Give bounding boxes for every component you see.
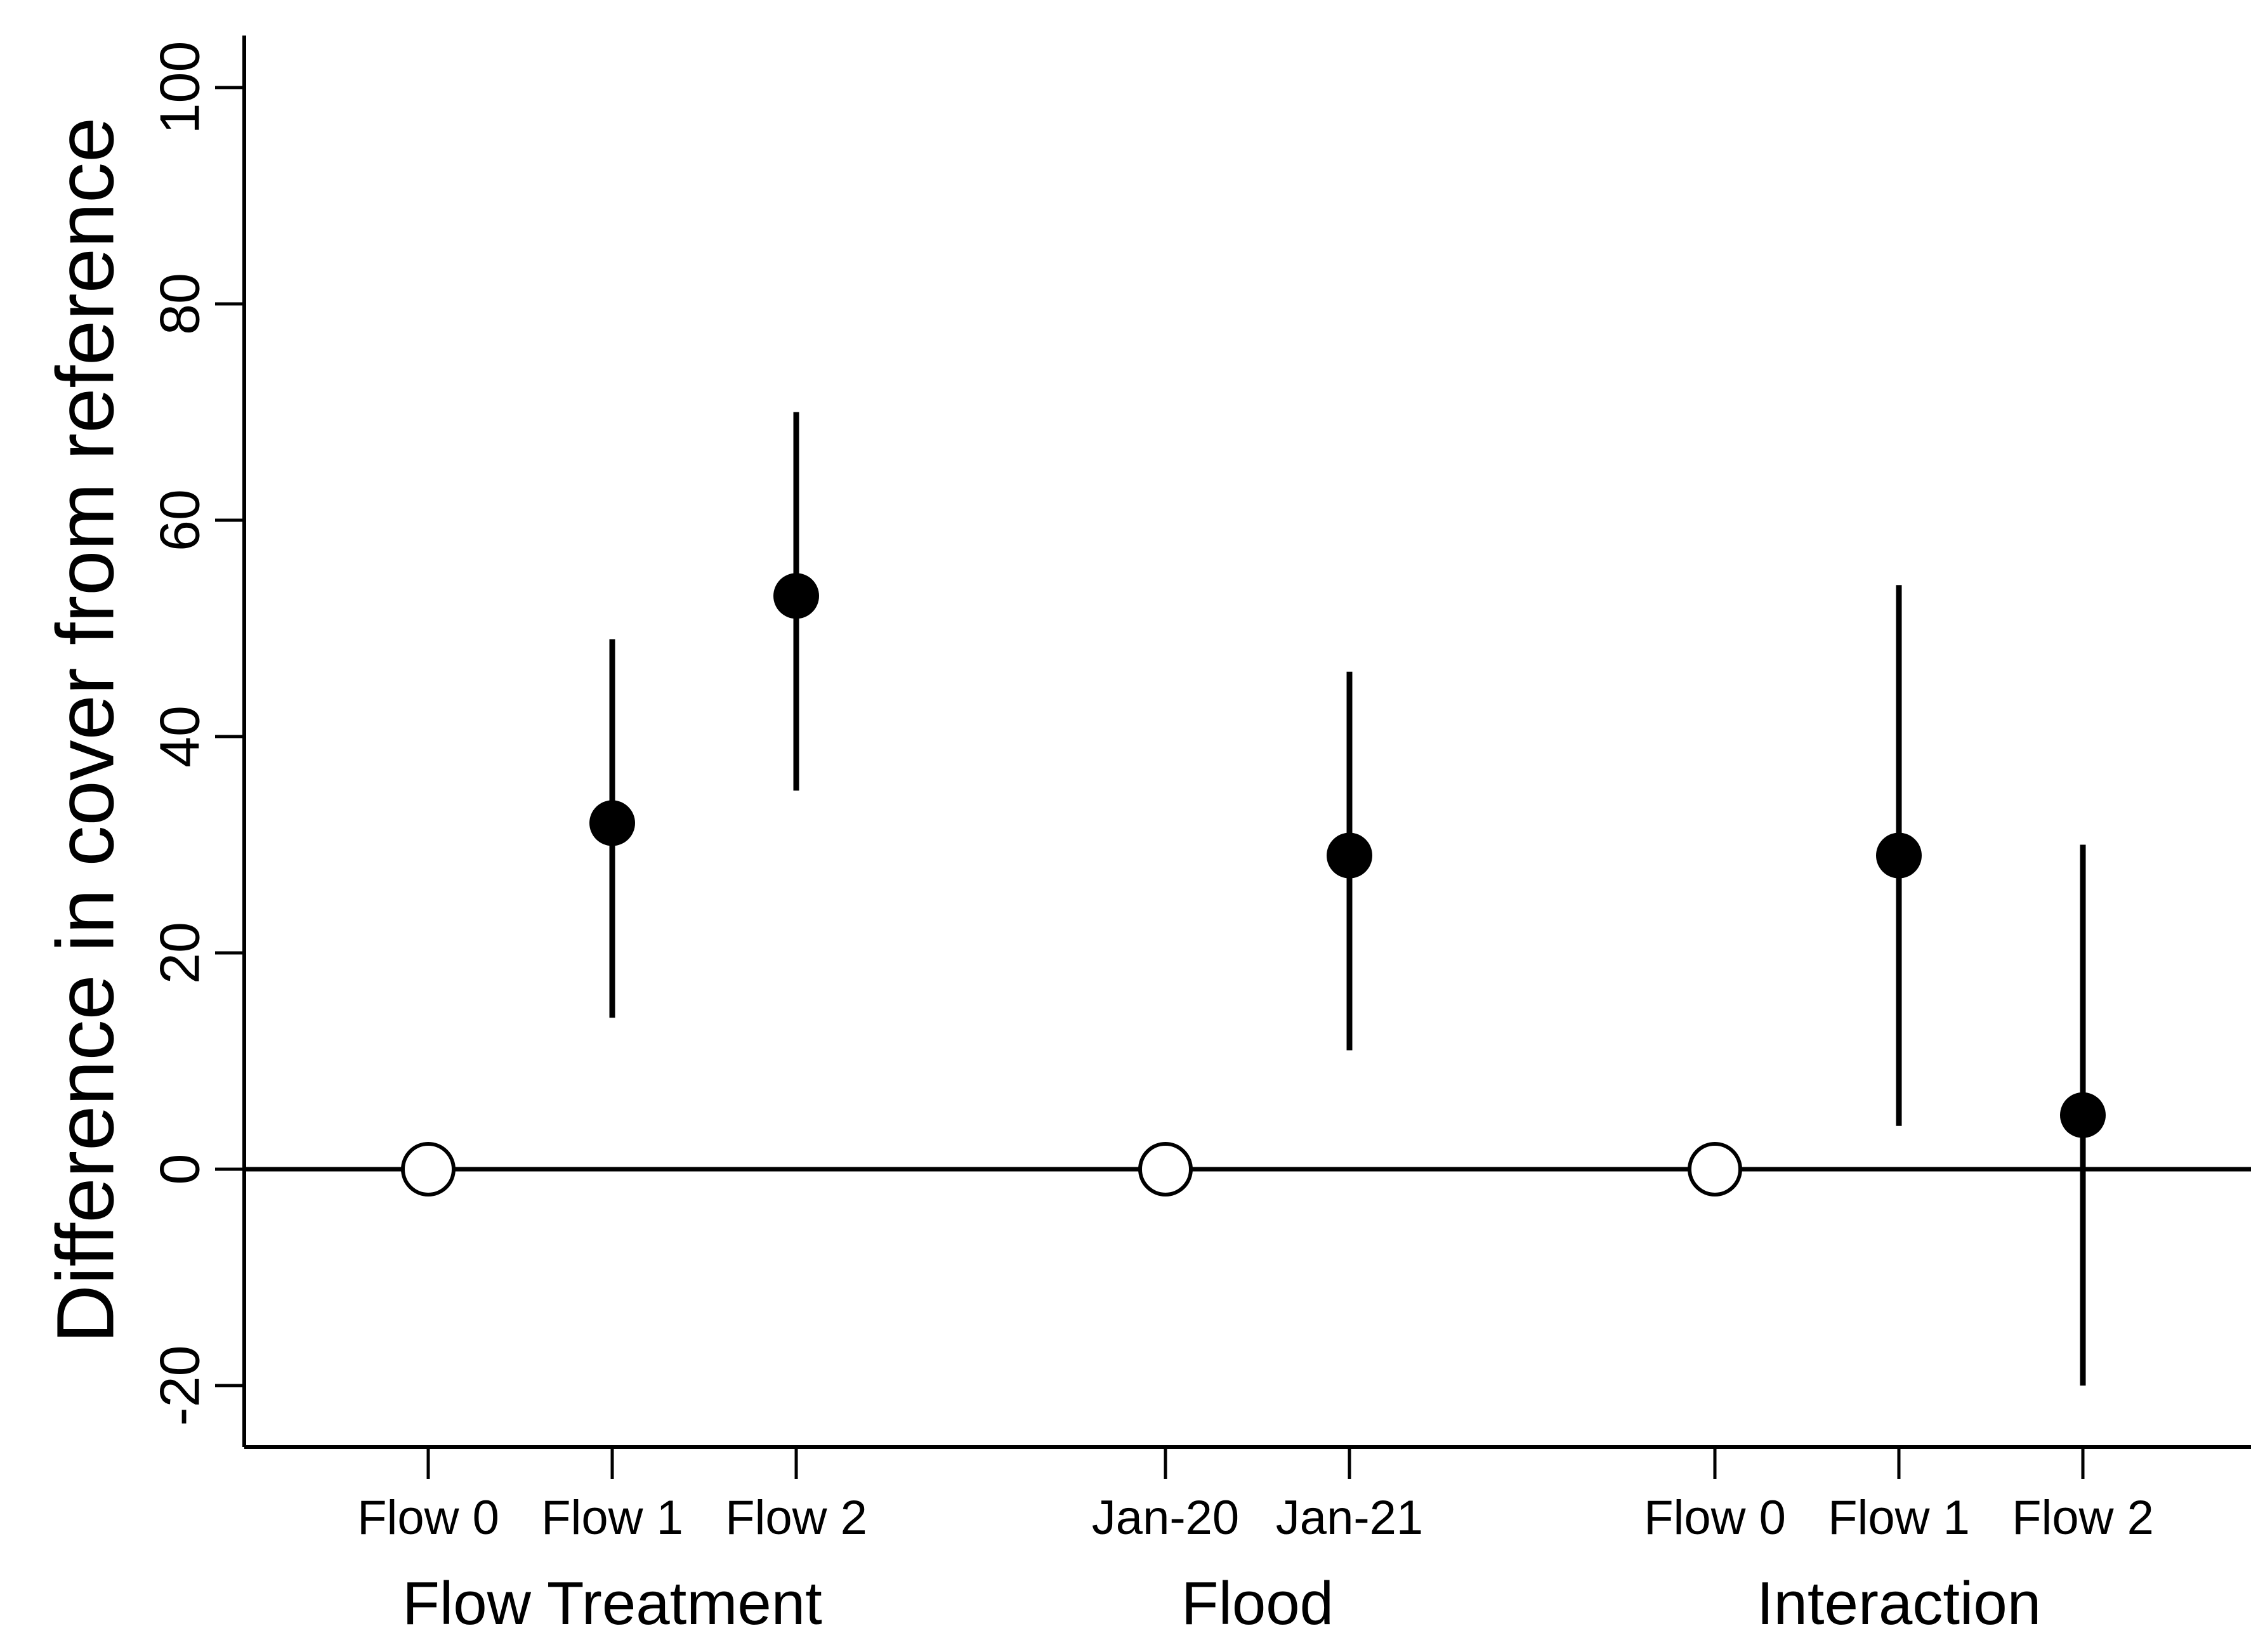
y-tick-label: 100 xyxy=(148,41,211,134)
y-axis-title: Difference in cover from reference xyxy=(41,117,131,1344)
x-category-label: Flow 1 xyxy=(541,1491,683,1545)
x-group-label: Interaction xyxy=(1757,1570,2041,1637)
y-tick-label: 80 xyxy=(148,273,211,335)
x-category-label: Flow 2 xyxy=(725,1491,867,1545)
coefficient-plot-figure: 100 80 60 40 20 0 -20 Difference in cover from … xyxy=(25,10,2251,1642)
x-category-label: Flow 0 xyxy=(1644,1491,1786,1545)
x-category-label: Flow 0 xyxy=(357,1491,499,1545)
x-category-label: Jan-21 xyxy=(1276,1491,1423,1545)
y-tick-label: 0 xyxy=(148,1154,211,1185)
y-tick-label: -20 xyxy=(148,1345,211,1426)
estimate-filled-dot xyxy=(773,573,819,619)
x-category-label: Flow 1 xyxy=(1828,1491,1970,1545)
x-group-label: Flow Treatment xyxy=(402,1570,822,1637)
y-tick-label: 40 xyxy=(148,705,211,768)
reference-open-circle xyxy=(1138,1142,1193,1196)
estimate-filled-dot xyxy=(1876,832,1922,879)
estimate-filled-dot xyxy=(589,800,635,846)
y-tick-label: 60 xyxy=(148,489,211,551)
y-tick-label: 20 xyxy=(148,922,211,984)
reference-open-circle xyxy=(401,1142,456,1196)
reference-open-circle xyxy=(1688,1142,1742,1196)
x-category-label: Flow 2 xyxy=(2012,1491,2154,1545)
x-group-label: Flood xyxy=(1181,1570,1334,1637)
x-category-label: Jan-20 xyxy=(1092,1491,1239,1545)
estimate-filled-dot xyxy=(2060,1092,2106,1138)
estimate-filled-dot xyxy=(1327,832,1372,879)
chart-svg: 100 80 60 40 20 0 -20 Difference in cover from … xyxy=(41,36,2251,1637)
